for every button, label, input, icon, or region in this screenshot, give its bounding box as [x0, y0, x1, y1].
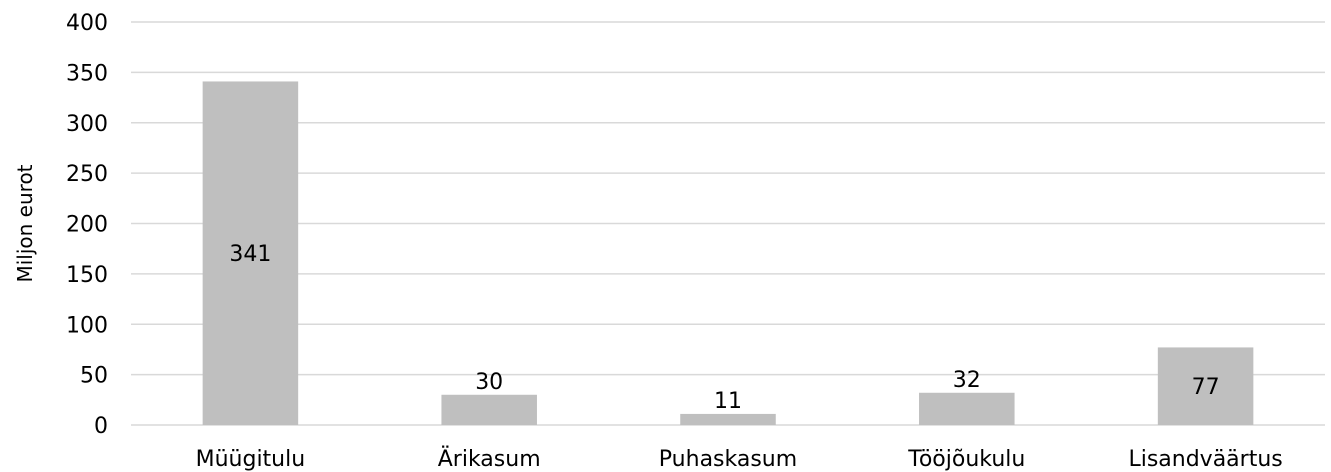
bar: [680, 413, 776, 425]
data-label: 11: [714, 389, 742, 414]
category-labels: Müügitulu Ärikasum Puhaskasum Tööjõukulu Lis…: [196, 446, 1283, 472]
data-label: 30: [475, 370, 503, 395]
bars: [202, 81, 1254, 425]
data-label: 32: [953, 368, 981, 393]
bar: [441, 394, 537, 425]
data-labels: 341 30 11 32 77: [229, 242, 1219, 414]
bar: [919, 392, 1015, 425]
category-label: Puhaskasum: [659, 447, 797, 472]
y-tick-label: 0: [94, 414, 108, 439]
y-tick-label: 300: [66, 112, 108, 137]
y-tick-label: 250: [66, 162, 108, 187]
category-label: Tööjõukulu: [907, 447, 1025, 472]
data-label: 77: [1192, 375, 1220, 400]
y-tick-label: 350: [66, 61, 108, 86]
y-tick-label: 200: [66, 213, 108, 238]
gridlines: [131, 21, 1325, 426]
category-label: Lisandväärtus: [1128, 447, 1282, 472]
y-tick-label: 100: [66, 313, 108, 338]
bar: [202, 81, 299, 425]
data-label: 341: [229, 242, 271, 267]
y-tick-label: 150: [66, 263, 108, 288]
y-axis-ticks: 0 50 100 150 200 250 300 350 400: [66, 11, 108, 439]
y-axis-label: Miljon eurot: [13, 164, 37, 282]
category-label: Ärikasum: [438, 446, 541, 472]
bar: [1157, 347, 1254, 425]
y-tick-label: 50: [80, 364, 108, 389]
category-label: Müügitulu: [196, 447, 306, 472]
y-tick-label: 400: [66, 11, 108, 36]
